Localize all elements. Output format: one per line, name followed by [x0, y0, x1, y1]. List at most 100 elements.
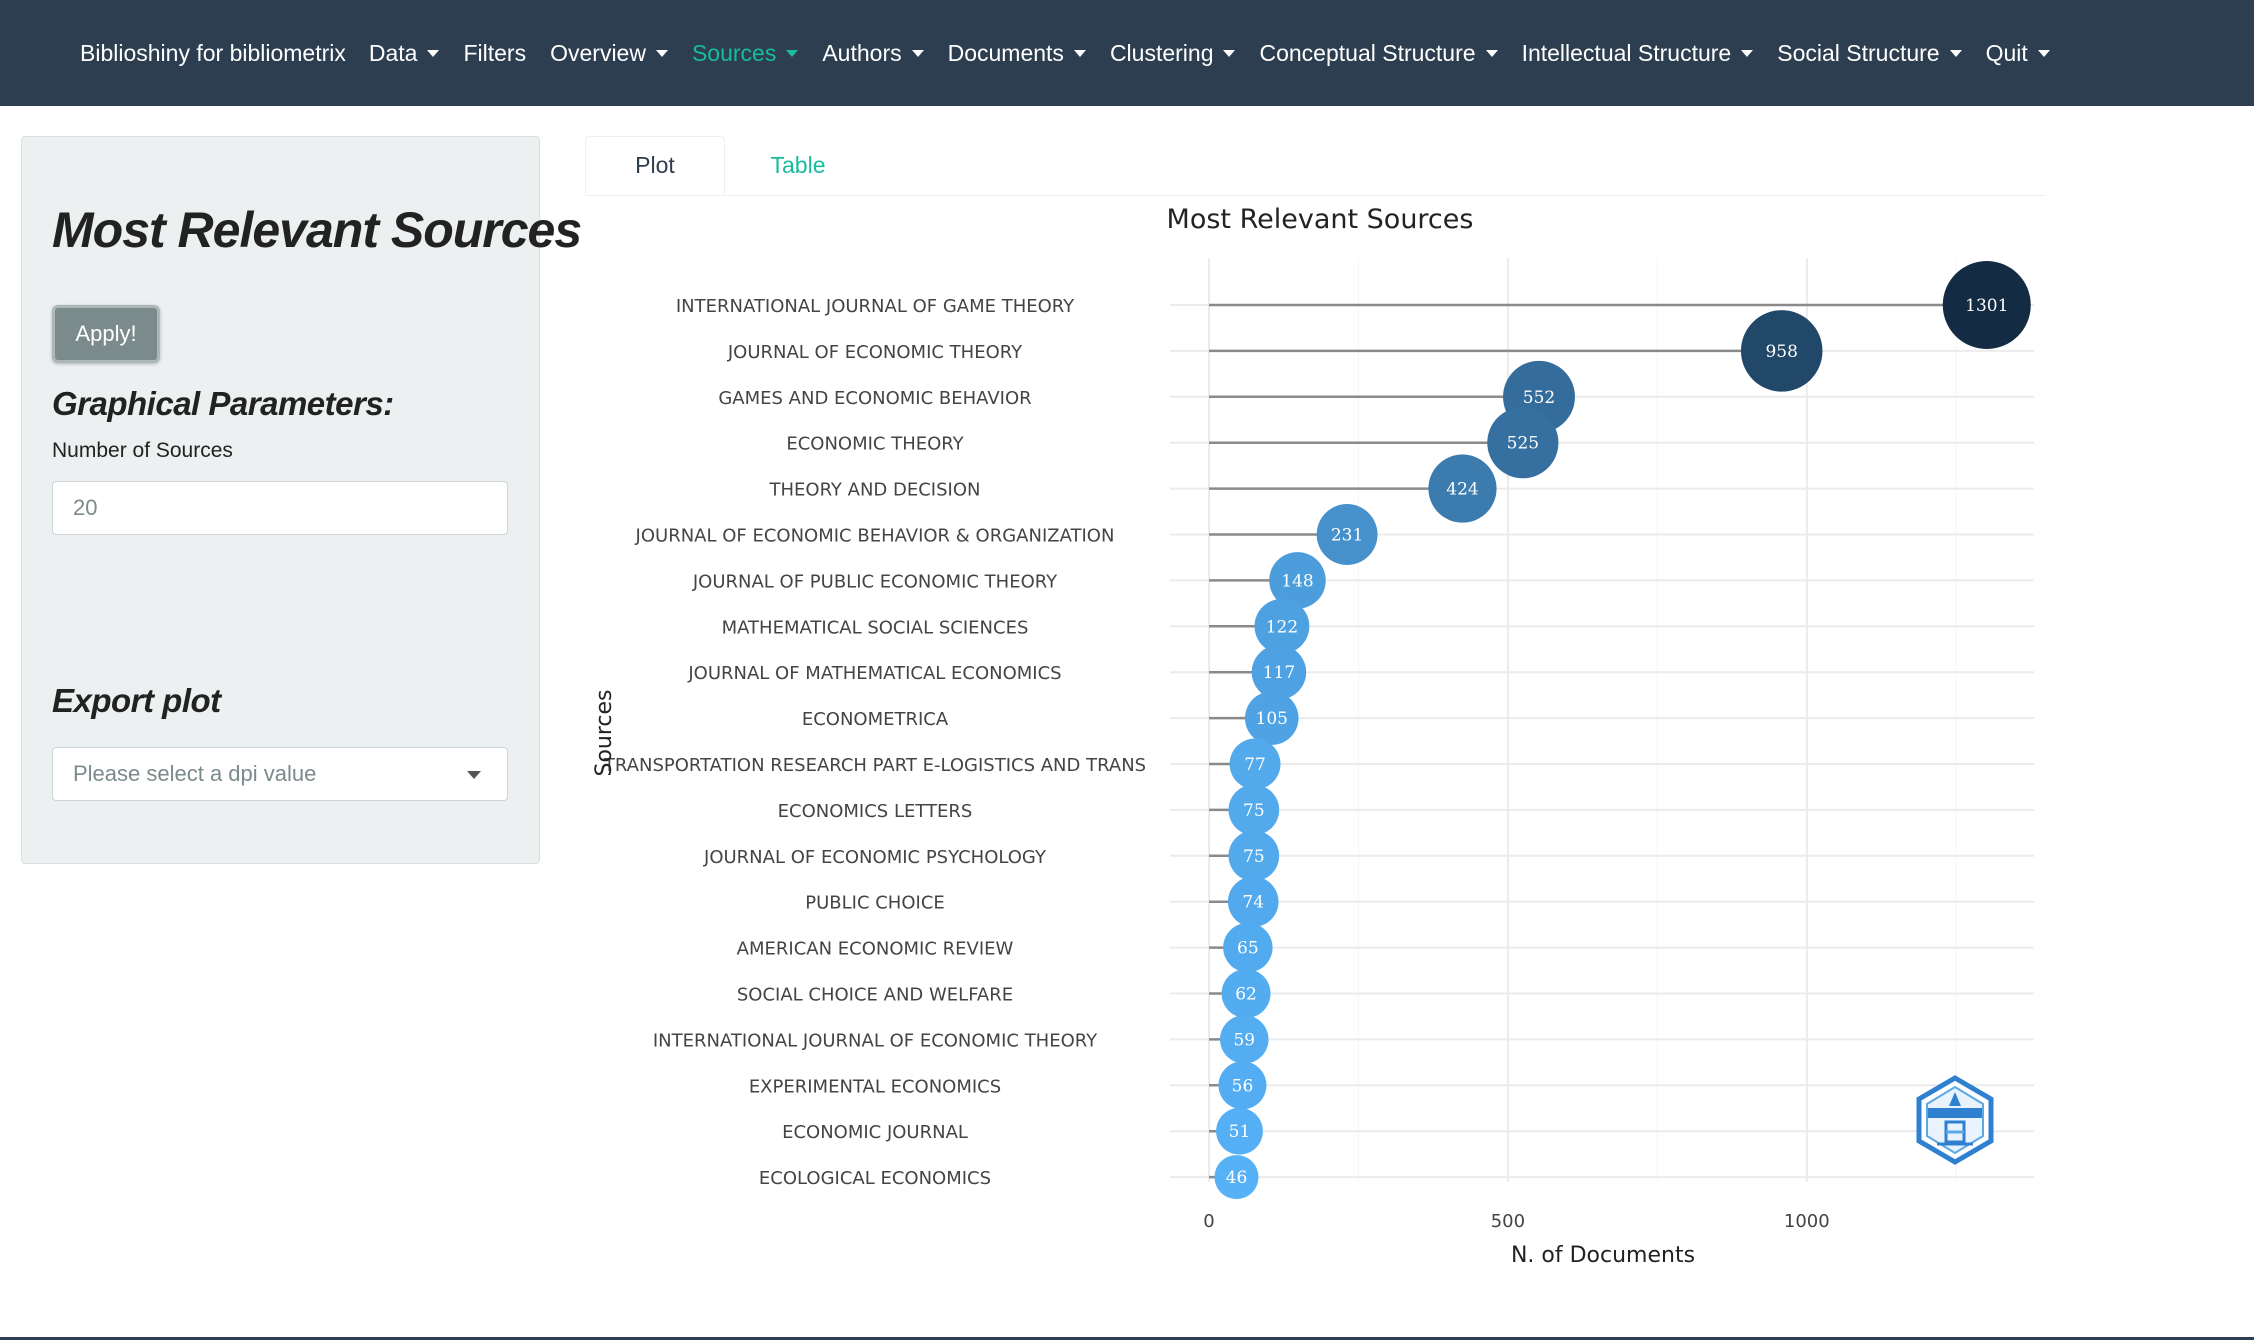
data-point[interactable]	[1269, 552, 1326, 609]
y-tick-label: GAMES AND ECONOMIC BEHAVIOR	[718, 388, 1031, 409]
nav-item-label: Filters	[463, 39, 527, 66]
nav-item-label: Data	[368, 39, 418, 66]
y-tick-label: ECONOMIC THEORY	[786, 434, 964, 455]
data-point[interactable]	[1223, 922, 1273, 973]
data-label: 148	[1281, 571, 1313, 591]
y-tick-label: THEORY AND DECISION	[769, 480, 981, 501]
data-label: 75	[1243, 847, 1265, 867]
caret-down-icon	[427, 49, 440, 57]
data-point[interactable]	[1245, 691, 1299, 745]
export-plot-heading: Export plot	[52, 682, 221, 719]
nav-item-social-structure[interactable]: Social Structure	[1777, 40, 1962, 67]
bottom-border	[0, 1337, 2254, 1340]
data-label: 51	[1229, 1122, 1251, 1142]
data-label: 75	[1243, 801, 1265, 821]
caret-down-icon	[1073, 49, 1086, 57]
caret-down-icon	[1741, 49, 1754, 57]
data-point[interactable]	[1254, 598, 1310, 654]
data-label: 74	[1242, 893, 1264, 913]
y-tick-label: SOCIAL CHOICE AND WELFARE	[737, 985, 1013, 1006]
bibliometrix-logo-icon	[1916, 1075, 1994, 1165]
tab-table[interactable]: Table	[770, 152, 826, 178]
data-label: 958	[1765, 342, 1797, 362]
apply-button[interactable]: Apply!	[52, 305, 160, 363]
data-point[interactable]	[1229, 738, 1281, 790]
graphical-parameters-heading: Graphical Parameters:	[52, 385, 394, 422]
data-point[interactable]	[1228, 830, 1280, 882]
y-tick-label: JOURNAL OF ECONOMIC BEHAVIOR & ORGANIZAT…	[635, 526, 1115, 547]
nav-item-label: Quit	[1985, 39, 2028, 66]
data-point[interactable]	[1740, 310, 1823, 392]
y-tick-label: ECONOMIC JOURNAL	[782, 1122, 968, 1143]
y-tick-label: PUBLIC CHOICE	[805, 893, 945, 914]
data-label: 552	[1523, 388, 1555, 408]
data-point[interactable]	[1316, 504, 1378, 565]
data-label: 1301	[1965, 296, 2008, 316]
y-tick-label: JOURNAL OF PUBLIC ECONOMIC THEORY	[692, 571, 1058, 592]
caret-down-icon	[911, 49, 924, 57]
nav-item-documents[interactable]: Documents	[948, 40, 1086, 67]
nav-item-label: Overview	[550, 39, 646, 66]
data-label: 62	[1235, 985, 1257, 1005]
nav-item-conceptual-structure[interactable]: Conceptual Structure	[1259, 39, 1498, 67]
nav-item-filters[interactable]: Filters	[463, 40, 526, 67]
data-label: 56	[1232, 1076, 1254, 1096]
data-label: 122	[1266, 617, 1298, 637]
data-point[interactable]	[1228, 784, 1280, 836]
caret-down-icon	[1223, 49, 1236, 57]
data-point[interactable]	[1251, 644, 1307, 700]
nav-item-label: Documents	[947, 39, 1064, 66]
data-point[interactable]	[1220, 1015, 1269, 1064]
chart-x-ticks: 0 500 1000	[1203, 1211, 1829, 1232]
data-label: 117	[1263, 663, 1295, 683]
dpi-select-placeholder: Please select a dpi value	[73, 761, 317, 786]
y-tick-label: ECONOMETRICA	[802, 709, 949, 730]
nav-item-clustering[interactable]: Clustering	[1110, 40, 1236, 67]
caret-down-icon	[786, 49, 799, 57]
nav-item-quit[interactable]: Quit	[1986, 40, 2050, 67]
y-tick-label: INTERNATIONAL JOURNAL OF ECONOMIC THEORY	[653, 1030, 1098, 1051]
chart-dots: 1301 958 552 525 424 231 148 122 117 105 77 75 75 74 6…	[1214, 261, 2031, 1200]
data-point[interactable]	[1218, 1061, 1267, 1110]
data-point[interactable]	[1216, 1107, 1263, 1155]
tab-plot[interactable]: Plot	[585, 136, 725, 195]
y-tick-label: AMERICAN ECONOMIC REVIEW	[737, 939, 1014, 960]
caret-down-icon	[655, 49, 668, 57]
data-label: 46	[1226, 1168, 1248, 1188]
data-point[interactable]	[1942, 261, 2031, 349]
y-tick-label: MATHEMATICAL SOCIAL SCIENCES	[722, 617, 1029, 638]
data-point[interactable]	[1221, 969, 1271, 1018]
dpi-select[interactable]: Please select a dpi value	[52, 747, 508, 801]
y-tick-label: INTERNATIONAL JOURNAL OF GAME THEORY	[676, 296, 1075, 317]
data-point[interactable]	[1214, 1155, 1259, 1200]
chart-stems	[1209, 303, 1987, 1179]
y-tick-label: TRANSPORTATION RESEARCH PART E-LOGISTICS…	[603, 755, 1146, 776]
y-tick-label: JOURNAL OF MATHEMATICAL ECONOMICS	[687, 663, 1061, 684]
nav-item-intellectual-structure[interactable]: Intellectual Structure	[1522, 40, 1754, 67]
y-axis-label: Sources	[592, 689, 617, 776]
y-tick-label: ECONOMICS LETTERS	[778, 801, 973, 822]
nav-item-overview[interactable]: Overview	[550, 40, 668, 67]
nav-item-data[interactable]: Data	[369, 40, 440, 67]
nav-item-authors[interactable]: Authors	[822, 40, 924, 67]
nav-brand[interactable]: Biblioshiny for bibliometrix	[80, 39, 346, 66]
y-tick-label: ECOLOGICAL ECONOMICS	[759, 1168, 991, 1189]
data-point[interactable]	[1428, 454, 1497, 523]
x-axis-label: N. of Documents	[1511, 1243, 1695, 1268]
data-point[interactable]	[1227, 876, 1279, 927]
x-tick-label: 1000	[1784, 1211, 1830, 1232]
number-of-sources-input[interactable]	[52, 481, 508, 535]
data-label: 424	[1446, 480, 1478, 500]
x-tick-label: 0	[1203, 1211, 1214, 1232]
nav-item-label: Conceptual Structure	[1259, 39, 1476, 66]
nav-menu: Data Filters Overview Sources Authors Documen…	[369, 40, 2074, 67]
data-label: 77	[1244, 755, 1266, 775]
nav-item-sources[interactable]: Sources	[692, 40, 799, 67]
nav-item-label: Intellectual Structure	[1521, 39, 1732, 66]
y-tick-label: JOURNAL OF ECONOMIC THEORY	[727, 342, 1023, 363]
data-label: 525	[1507, 434, 1539, 454]
sidebar-title: Most Relevant Sources	[52, 202, 582, 258]
data-label: 231	[1331, 526, 1363, 546]
data-point[interactable]	[1487, 407, 1559, 479]
